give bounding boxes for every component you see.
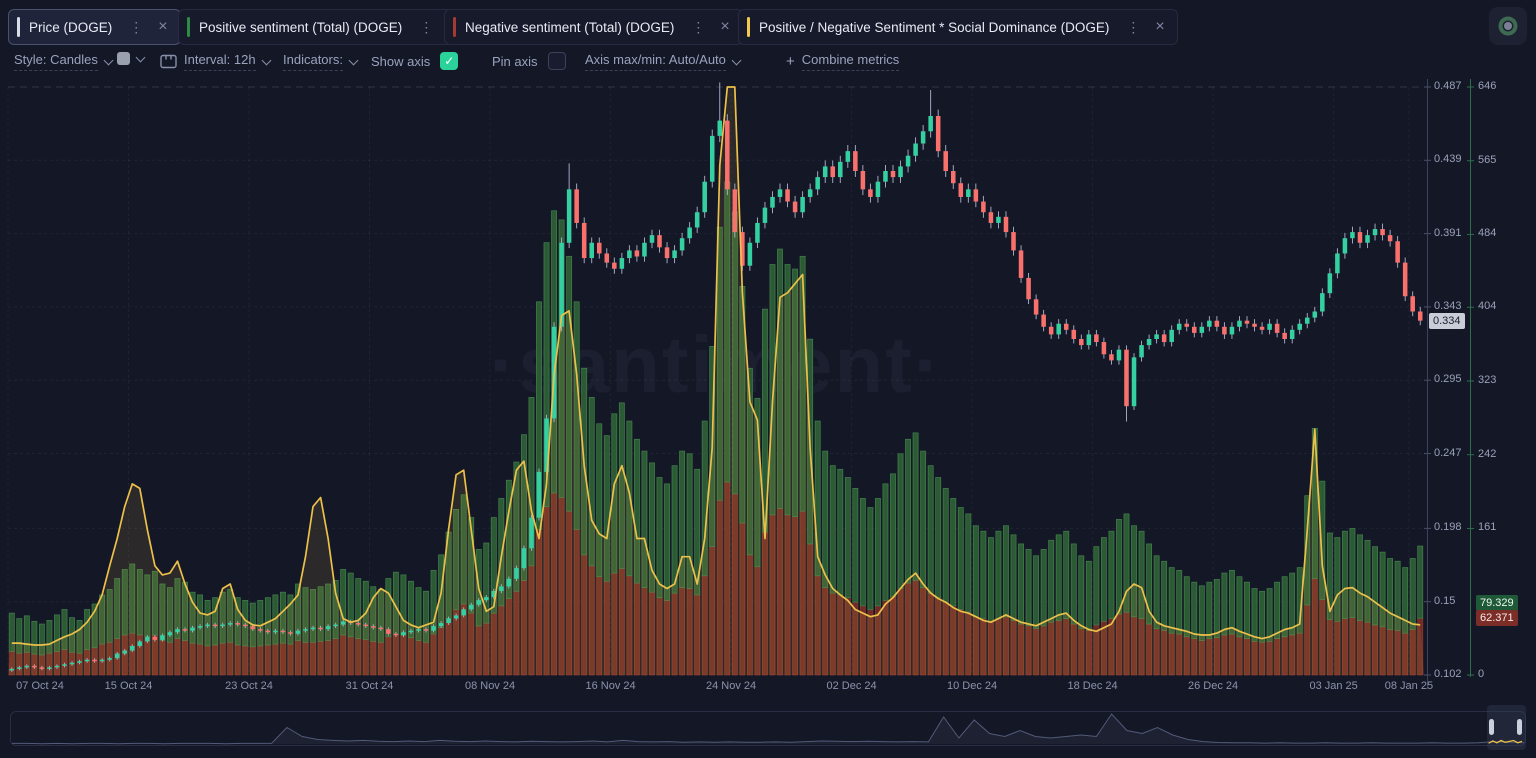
chevron-down-icon (348, 55, 359, 65)
sentiment-axis-tick-label: 323 (1478, 374, 1497, 386)
sentiment-axis-tick-label: 484 (1478, 227, 1497, 240)
sentiment-axis-tick-label: 242 (1478, 447, 1497, 460)
date-axis-tick-label: 24 Nov 24 (705, 680, 757, 692)
close-icon[interactable]: × (1155, 18, 1165, 35)
negative-sentiment-badge: 62.371 (1476, 610, 1518, 627)
show-axis-toggle[interactable]: Show axis ✓ (371, 52, 459, 70)
pin-axis-toggle[interactable]: Pin axis (492, 52, 566, 70)
price-axis-tick-label: 0.295 (1434, 373, 1462, 386)
show-axis-label: Show axis (371, 53, 431, 69)
indicators-dropdown-label: Indicators: (283, 52, 343, 71)
santiment-watermark: ·santiment· (489, 320, 943, 409)
price-axis-tick-label: 0.343 (1434, 299, 1462, 312)
price-axis-tick-label: 0.198 (1434, 521, 1462, 534)
brush-right-handle[interactable] (1517, 719, 1522, 735)
chevron-down-icon (103, 55, 114, 65)
scan-circle-button[interactable] (1489, 7, 1527, 45)
combine-metrics-button[interactable]: + Combine metrics (786, 52, 900, 71)
date-axis-tick-label: 16 Nov 24 (585, 680, 636, 692)
price-axis-tick-label: 0.102 (1434, 668, 1462, 680)
chip-sentiment-ratio[interactable]: Positive / Negative Sentiment * Social D… (738, 9, 1178, 45)
combine-metrics-label: Combine metrics (801, 52, 900, 71)
date-axis-tick-label: 03 Jan 25 (1309, 680, 1358, 692)
date-axis-tick-label: 08 Jan 25 (1384, 680, 1434, 692)
date-axis-tick-label: 26 Dec 24 (1188, 680, 1239, 692)
price-axis-tick-label: 0.391 (1434, 226, 1462, 239)
chip-price-label: Price (DOGE) (29, 19, 113, 35)
style-dropdown-label: Style: Candles (14, 52, 98, 71)
date-axis-tick-label: 02 Dec 24 (826, 680, 877, 692)
kebab-menu-icon[interactable]: ⋮ (129, 18, 144, 35)
interval-dropdown-label: Interval: 12h (184, 52, 256, 71)
price-candles-series (9, 82, 1423, 672)
color-swatch-dropdown[interactable] (117, 52, 146, 65)
ratio-line-series (11, 86, 1421, 646)
price-axis-tick-label: 0.439 (1434, 153, 1462, 166)
show-axis-checkbox[interactable]: ✓ (440, 52, 459, 70)
date-axis-tick-label: 15 Oct 24 (104, 680, 153, 692)
chip-price[interactable]: Price (DOGE) ⋮ × (8, 9, 181, 45)
date-axis-tick-label: 10 Dec 24 (947, 680, 998, 692)
chip-ratio-accent (747, 17, 750, 37)
ratio-line-area (8, 87, 1424, 675)
chip-positive-sentiment[interactable]: Positive sentiment (Total) (DOGE) ⋮ × (178, 9, 471, 45)
main-chart[interactable]: ·santiment· 0.487 0.439 0.391 0.343 0.295 0.2… (0, 78, 1536, 700)
price-axis-tick-label: 0.15 (1434, 594, 1456, 607)
chevron-down-icon (135, 52, 146, 62)
axis-maxmin-label: Axis max/min: Auto/Auto (585, 52, 726, 71)
date-axis-tick-label: 08 Nov 24 (464, 680, 516, 692)
current-price-badge: 0.334 (1429, 312, 1465, 329)
chip-positive-label: Positive sentiment (Total) (DOGE) (199, 19, 403, 35)
chip-negative-sentiment[interactable]: Negative sentiment (Total) (DOGE) ⋮ × (444, 9, 743, 45)
indicators-dropdown[interactable]: Indicators: (283, 52, 359, 71)
concentric-circle-icon (1498, 16, 1518, 36)
close-icon[interactable]: × (158, 18, 168, 35)
interval-ruler-icon (160, 54, 177, 69)
chevron-down-icon (261, 55, 271, 65)
date-axis-tick-label: 31 Oct 24 (345, 680, 394, 692)
kebab-menu-icon[interactable]: ⋮ (419, 18, 434, 35)
sentiment-bars-series (8, 181, 1424, 676)
gridlines (7, 86, 1424, 676)
price-axis-tick-label: 0.247 (1434, 446, 1462, 459)
axis-maxmin-dropdown[interactable]: Axis max/min: Auto/Auto (585, 52, 742, 71)
interval-dropdown[interactable]: Interval: 12h (160, 52, 271, 71)
style-dropdown[interactable]: Style: Candles (14, 52, 114, 71)
navigator-frame (10, 711, 1526, 746)
chip-ratio-label: Positive / Negative Sentiment * Social D… (759, 19, 1110, 35)
kebab-menu-icon[interactable]: ⋮ (691, 18, 706, 35)
sentiment-axis-tick-label: 161 (1478, 521, 1497, 534)
close-icon[interactable]: × (720, 18, 730, 35)
sentiment-axis-tick-label: 404 (1478, 300, 1497, 313)
chip-price-accent (17, 17, 20, 37)
chart-toolbar: Style: Candles Interval: 12h Indicators:… (0, 50, 1536, 78)
candle-color-swatch (117, 52, 130, 65)
brush-left-handle[interactable] (1488, 719, 1494, 735)
chevron-down-icon (731, 55, 742, 65)
kebab-menu-icon[interactable]: ⋮ (1126, 18, 1141, 35)
date-axis-tick-label: 23 Oct 24 (225, 680, 273, 692)
metric-chip-bar: Price (DOGE) ⋮ × Positive sentiment (Tot… (0, 0, 1536, 50)
plus-icon: + (786, 53, 795, 70)
positive-sentiment-badge: 79.329 (1476, 594, 1518, 611)
pin-axis-checkbox[interactable] (547, 52, 566, 70)
sentiment-axis-tick-label: 0 (1478, 668, 1485, 680)
chip-negative-label: Negative sentiment (Total) (DOGE) (465, 19, 675, 35)
pin-axis-label: Pin axis (492, 53, 538, 69)
date-axis-tick-label: 18 Dec 24 (1067, 680, 1118, 692)
date-axis-tick-label: 07 Oct 24 (16, 680, 64, 692)
timeline-navigator[interactable] (0, 700, 1536, 758)
sentiment-axis-tick-label: 646 (1478, 80, 1497, 92)
sentiment-axis-tick-label: 565 (1478, 153, 1497, 166)
chip-negative-accent (453, 17, 456, 37)
navigator-sparkline (12, 713, 1525, 745)
chip-positive-accent (187, 17, 190, 37)
price-axis-tick-label: 0.487 (1434, 80, 1462, 92)
